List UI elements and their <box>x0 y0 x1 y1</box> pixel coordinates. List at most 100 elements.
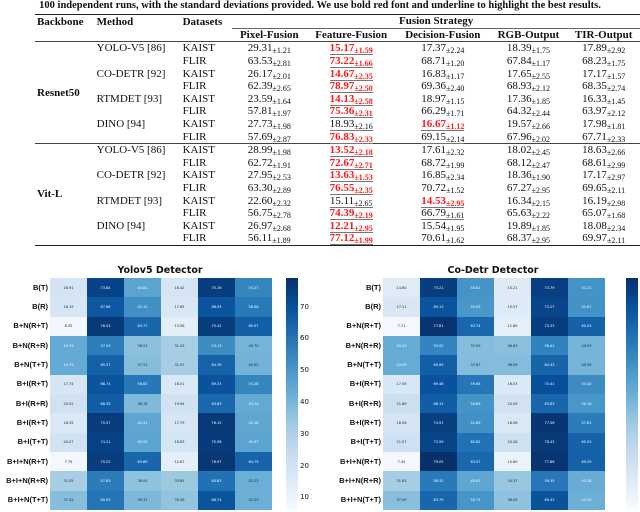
value: 19.89±1.85 <box>507 220 550 233</box>
heatmap-cell: 43.79 <box>50 355 87 375</box>
heatmap-cell: 65.97 <box>235 316 272 336</box>
table-row: DINO [94] KAIST 27.73±1.98 18.93±2.16 16.67±… <box>35 118 640 132</box>
std: ±2.12 <box>606 109 626 119</box>
heatmap-cell: 51.21 <box>568 278 605 298</box>
mean: 18.08 <box>582 219 607 232</box>
heatmap-title: Co-Detr Detector <box>447 265 539 276</box>
heatmap-cell: 40.70 <box>235 336 272 356</box>
heatmap-cell: 37.42 <box>50 490 87 510</box>
std: ±2.95 <box>531 186 551 196</box>
std: ±1.57 <box>606 71 626 81</box>
dataset-cell: KAIST <box>182 194 215 207</box>
heatmap-cell: 76.97 <box>198 452 235 472</box>
value-cell: 17.98±1.81 <box>567 118 640 131</box>
value-cell: 70.61±1.62 <box>396 232 490 245</box>
heatmap-cell: 68.74 <box>87 374 124 394</box>
value: 17.36±1.85 <box>507 93 550 106</box>
std: ±1.59 <box>354 46 373 56</box>
mean: 18.02 <box>506 144 532 157</box>
table-row: CO-DETR [92] KAIST 27.95±2.53 13.63±1.53 16.… <box>35 169 640 183</box>
heatmap-cell: 75.22 <box>87 452 124 472</box>
value: 68.61±2.99 <box>582 157 625 170</box>
value: 17.65±2.55 <box>507 68 550 81</box>
value: 73.22±1.66 <box>329 55 373 69</box>
heatmap-cell: 69.43 <box>531 490 568 510</box>
heatmap-cell: 51.89 <box>457 413 494 433</box>
heatmap-cell: 37.59 <box>457 336 494 356</box>
value: 62.39±2.65 <box>248 80 291 93</box>
heatmap-cell: 21.89 <box>383 394 420 414</box>
mean: 69.65 <box>582 182 607 195</box>
mean: 63.53 <box>247 55 273 68</box>
std: ±2.65 <box>354 198 373 208</box>
heatmap-cell: 18.19 <box>50 297 87 317</box>
heatmap-cell: 75.98 <box>198 432 235 452</box>
mean: 56.11 <box>247 232 273 245</box>
value-cell: 77.12±1.99 <box>306 232 396 246</box>
mean: 68.71 <box>421 55 446 68</box>
mean: 14.53 <box>421 194 446 207</box>
heatmap-cell: 45.31 <box>124 413 161 433</box>
value: 75.36±2.31 <box>329 105 373 119</box>
heatmap-cell: 43.59 <box>383 355 420 375</box>
dataset-cell: FLIR <box>182 182 207 195</box>
value: 26.17±2.01 <box>248 68 291 81</box>
std: ±1.98 <box>272 122 291 132</box>
value-cell: 15.11±2.65 <box>306 194 396 208</box>
value: 67.84±1.17 <box>506 55 550 68</box>
heatmap-cell: 63.83 <box>531 394 568 414</box>
value-cell: 57.81±1.97 <box>232 105 306 118</box>
std: ±2.95 <box>354 223 373 233</box>
value: 67.27±2.95 <box>506 182 551 196</box>
mean: 18.63 <box>582 144 607 157</box>
heatmap-cell: 50.89 <box>457 394 494 414</box>
value-cell: 22.60±2.32 <box>232 194 306 208</box>
colorbar <box>626 278 638 510</box>
method-cell <box>95 130 181 143</box>
method-cell: DINO [94] <box>96 219 146 232</box>
heatmap-cell: 50.16 <box>568 394 605 414</box>
heatmap-cell: 63.63 <box>198 394 235 414</box>
row-label: B+I+N(R+R) <box>339 476 381 485</box>
heatmap-cell: 45.97 <box>235 432 272 452</box>
heatmap-cell: 59.35 <box>531 471 568 491</box>
value-cell: 28.99±1.98 <box>232 143 306 157</box>
row-label: B+I+N(T+T) <box>340 495 381 505</box>
value: 62.72±1.91 <box>248 157 291 170</box>
row-label: B(T) <box>366 282 381 292</box>
heatmap-cell: 75.16 <box>198 278 235 298</box>
value-cell: 68.72±1.99 <box>396 157 490 170</box>
value: 63.30±2.89 <box>248 182 291 195</box>
value: 66.79±1.61 <box>421 207 465 221</box>
mean: 17.89 <box>582 42 607 55</box>
mean: 18.93 <box>329 118 355 131</box>
heatmap-cell: 36.04 <box>124 471 161 491</box>
header-rgb-output: RGB-Output <box>489 27 568 42</box>
header-decision-fusion: Decision-Fusion <box>396 27 490 42</box>
value-cell: 65.07±1.68 <box>567 207 640 220</box>
std: ±2.12 <box>531 84 551 94</box>
std: ±2.35 <box>354 186 373 196</box>
value: 17.37±2.24 <box>421 42 464 55</box>
heatmap-cell: 60.03 <box>87 490 124 510</box>
method-cell <box>95 182 181 195</box>
heatmap-cell: 18.91 <box>50 278 87 298</box>
mean: 67.27 <box>506 182 532 195</box>
value-cell: 13.63±1.53 <box>306 169 396 183</box>
row-label: B+I(R+T) <box>349 418 381 427</box>
value-cell: 74.39±2.19 <box>306 207 396 221</box>
value-cell: 14.67±2.35 <box>306 67 396 81</box>
value: 17.61±2.32 <box>421 144 464 157</box>
value: 56.11±1.89 <box>247 232 291 245</box>
value: 22.60±2.32 <box>248 195 291 208</box>
value: 17.17±1.57 <box>582 68 626 81</box>
heatmap-cell: 55.28 <box>235 374 272 394</box>
value-cell: 18.08±2.34 <box>567 220 640 233</box>
value-cell: 69.15±2.14 <box>396 130 490 144</box>
value: 23.59±1.64 <box>248 93 291 106</box>
mean: 67.84 <box>506 55 532 68</box>
table-caption: 100 independent runs, with the standard … <box>39 0 601 11</box>
value-cell: 13.52±2.18 <box>306 143 396 158</box>
results-table: Backbone Method Datasets Fusion Strategy… <box>35 14 640 246</box>
std: ±2.95 <box>531 236 551 246</box>
